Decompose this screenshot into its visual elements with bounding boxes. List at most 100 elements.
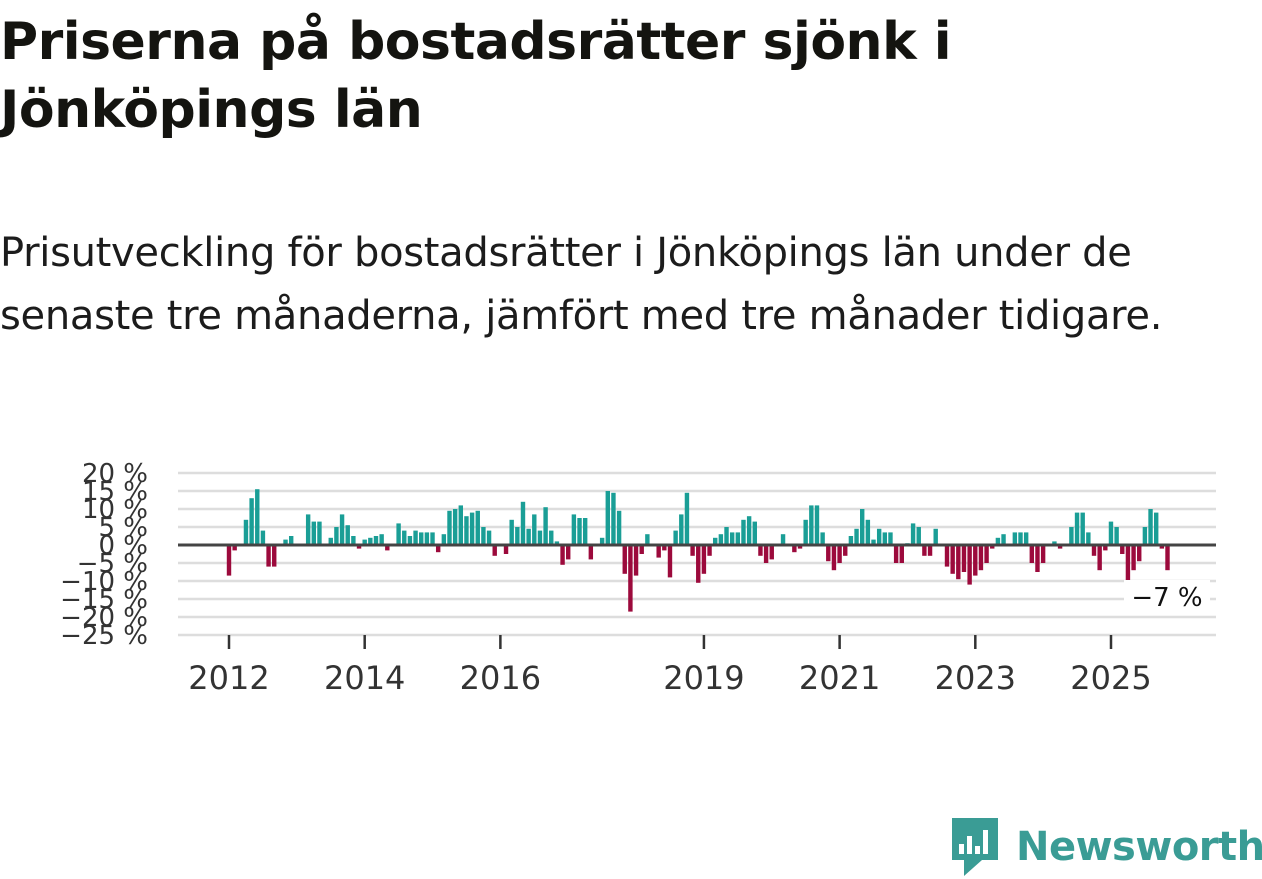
bar [424,532,430,545]
bar [351,536,356,545]
bar [560,545,565,565]
bar [475,510,480,545]
bar [1142,527,1148,545]
bar [707,545,712,556]
bar-chart-logo-icon [952,818,998,876]
bar [1108,521,1114,545]
bar [910,523,916,545]
bar [628,545,633,612]
bar [893,545,899,563]
x-tick-label: 2019 [663,659,744,697]
bar [283,539,288,545]
annotations: −7 % [1124,580,1210,614]
bar [503,545,509,554]
x-tick-label: 2016 [460,659,541,697]
y-tick-label: −5 % [77,549,148,579]
bar [385,545,390,551]
bar [673,530,678,545]
bar [1074,512,1080,545]
bar [758,545,763,556]
y-axis-ticks: 20 %15 %10 %5 %0 %−5 %−10 %−15 %−20 %−25… [60,459,148,651]
bar [735,532,741,545]
bar [407,536,413,545]
bar [554,541,560,545]
bar [413,530,418,545]
bar [729,532,735,545]
bar [402,530,407,545]
bar [752,521,757,545]
bar [464,516,469,545]
bar [871,539,876,545]
bar [916,527,921,545]
bar [718,534,724,545]
bar [741,519,746,545]
bar [922,545,927,556]
bar [690,545,695,556]
bar [362,539,367,545]
bar [876,528,882,545]
bar [927,545,933,556]
bar [328,537,333,545]
bar [814,505,820,545]
bar [537,530,543,545]
bar [1023,532,1029,545]
bar [1148,509,1153,545]
y-tick-label: −10 % [60,567,148,597]
bar [684,492,690,545]
bar [599,537,605,545]
bar [430,532,435,545]
bar [882,532,888,545]
bar [616,510,622,545]
bar [967,545,972,585]
last-value-label: −7 % [1131,583,1202,613]
bar [226,545,232,576]
y-tick-label: 0 % [98,531,148,561]
bar [973,545,978,576]
bar [662,545,667,551]
bar [368,537,373,545]
bar [515,527,520,545]
bar [419,532,424,545]
bar [272,545,277,567]
bar [1018,532,1023,545]
bar [656,545,661,558]
bar [582,518,588,545]
x-tick-label: 2012 [188,659,269,697]
bar [243,519,249,545]
bar [848,536,854,545]
bar [339,514,345,545]
bar [1080,512,1085,545]
bar [1131,545,1136,571]
bar [837,545,842,563]
y-tick-label: −25 % [60,621,148,651]
bar [701,545,707,574]
bar [458,505,464,545]
bar [1114,527,1119,545]
bar [305,514,311,545]
bar [447,510,452,545]
bar [865,519,871,545]
y-tick-label: 5 % [98,513,148,543]
bar [611,492,616,545]
y-tick-label: −15 % [60,585,148,615]
bar [831,545,837,571]
bar [435,545,441,553]
bar [746,516,752,545]
bar [232,545,237,551]
bar [481,527,486,545]
x-axis-ticks: 2012 2014 2016 2019 2021 2023 2025 [188,635,1152,697]
bar [888,532,893,545]
bar [843,545,848,556]
bar [311,521,317,545]
bar [1153,512,1159,545]
bar-series [178,489,1216,612]
bar [1069,527,1074,545]
bar [520,501,526,545]
y-tick-label: 15 % [82,477,148,507]
bar [255,489,260,545]
bar [1120,545,1125,554]
bar [1086,532,1091,545]
bar [532,514,537,545]
newsworthy-brand: Newsworthy [950,816,1262,878]
bar [950,545,955,574]
